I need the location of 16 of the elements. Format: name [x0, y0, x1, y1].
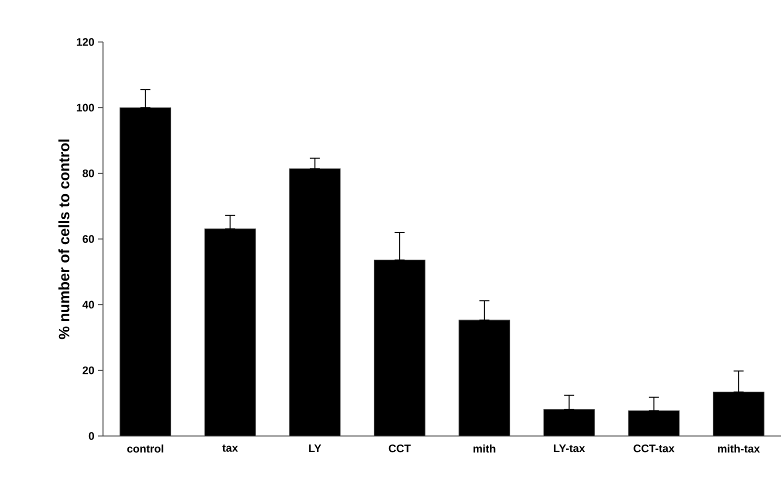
- y-tick-label: 60: [82, 235, 94, 243]
- y-tick-label: 120: [76, 38, 94, 46]
- y-tick-label: 40: [82, 300, 94, 309]
- y-tick-label: 20: [82, 366, 94, 374]
- y-tick-label: 100: [76, 104, 94, 112]
- x-tick-label: mith: [474, 444, 496, 453]
- y-tick-label: 0: [88, 432, 94, 440]
- y-axis-title: % number of cells to control: [58, 140, 70, 340]
- x-tick-label: tax: [222, 444, 238, 452]
- x-tick-label: LY: [309, 444, 322, 452]
- x-tick-label: control: [127, 444, 164, 453]
- x-tick-label: CCT: [388, 444, 411, 452]
- x-tick-label: LY-tax: [554, 444, 586, 452]
- y-tick-label: 80: [82, 169, 94, 178]
- x-tick-label: CCT-tax: [634, 444, 675, 452]
- x-tick-label: mith-tax: [718, 444, 760, 453]
